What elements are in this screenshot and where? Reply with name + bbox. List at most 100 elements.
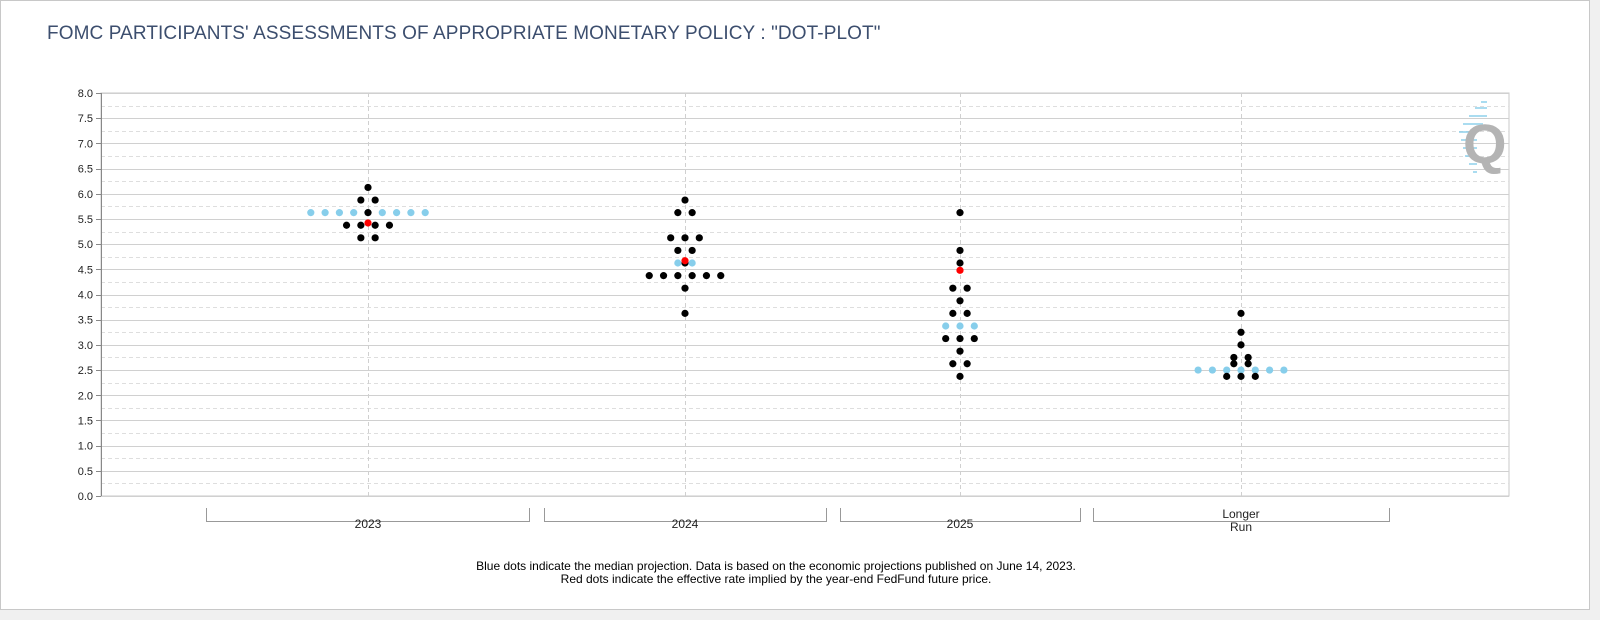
participant-dot bbox=[970, 334, 978, 343]
grid-layer bbox=[100, 92, 1510, 497]
participant-dot bbox=[364, 209, 372, 217]
participant-dot bbox=[956, 259, 964, 267]
participant-dot bbox=[371, 221, 379, 229]
median-dot bbox=[942, 322, 950, 330]
median-dot bbox=[674, 259, 682, 267]
participant-dot bbox=[695, 234, 703, 242]
participant-dot bbox=[1237, 328, 1245, 336]
participant-dot bbox=[688, 272, 696, 280]
participant-dot bbox=[949, 360, 957, 368]
median-dot bbox=[350, 209, 358, 217]
chart-title: FOMC PARTICIPANTS' ASSESSMENTS OF APPROP… bbox=[47, 23, 881, 44]
participant-dot bbox=[1237, 309, 1245, 317]
median-dot bbox=[1251, 366, 1259, 374]
participant-dot bbox=[645, 272, 653, 280]
participant-dot bbox=[1230, 353, 1238, 362]
y-tick-label: 5.0 bbox=[78, 239, 93, 251]
median-dot bbox=[321, 209, 329, 217]
category-bracket bbox=[206, 508, 530, 522]
q-logo-icon: Q bbox=[1459, 101, 1505, 175]
participant-dot bbox=[681, 234, 689, 242]
y-tick-label: 3.0 bbox=[78, 340, 93, 352]
participant-dot bbox=[688, 246, 696, 255]
participant-dot bbox=[956, 372, 964, 380]
participant-dot bbox=[1223, 372, 1231, 380]
participant-dot bbox=[949, 309, 957, 317]
participant-dot bbox=[385, 221, 394, 229]
dots-layer bbox=[307, 183, 1288, 380]
participant-dot bbox=[674, 209, 682, 217]
chart-panel: FOMC PARTICIPANTS' ASSESSMENTS OF APPROP… bbox=[0, 0, 1590, 610]
participant-dot bbox=[357, 221, 365, 229]
participant-dot bbox=[681, 284, 689, 292]
participant-dot bbox=[949, 284, 957, 292]
futures-dot bbox=[364, 219, 372, 227]
participant-dot bbox=[681, 309, 689, 317]
participant-dot bbox=[956, 297, 964, 305]
participant-dot bbox=[371, 234, 379, 242]
y-tick-label: 0.0 bbox=[78, 491, 93, 503]
axis-layer: 0.0 0.5 1.0 1.5 2.0 2.5 3.0 3.5 4.0 4.5 5.0 5.5 6.0 6… bbox=[78, 88, 102, 503]
median-dot bbox=[335, 209, 343, 217]
participant-dot bbox=[1244, 353, 1252, 362]
participant-dot bbox=[667, 234, 675, 242]
y-tick-label: 8.0 bbox=[78, 88, 93, 100]
participant-dot bbox=[942, 334, 950, 343]
participant-dot bbox=[1237, 341, 1245, 349]
y-tick-label: 0.5 bbox=[78, 466, 93, 478]
x-tick-label: Longer bbox=[1222, 507, 1259, 521]
participant-dot bbox=[681, 196, 689, 204]
median-dot bbox=[1266, 366, 1274, 374]
median-dot bbox=[393, 209, 401, 217]
median-dot bbox=[378, 209, 386, 217]
y-tick-label: 7.5 bbox=[78, 113, 93, 125]
y-tick-label: 2.0 bbox=[78, 390, 93, 402]
logo-letter: Q bbox=[1463, 112, 1505, 175]
footnote: Blue dots indicate the median projection… bbox=[1, 560, 1551, 586]
participant-dot bbox=[357, 234, 365, 242]
median-dot bbox=[1237, 366, 1245, 374]
footnote-line-2: Red dots indicate the effective rate imp… bbox=[560, 572, 992, 586]
y-tick-label: 1.5 bbox=[78, 415, 93, 427]
participant-dot bbox=[956, 209, 964, 217]
participant-dot bbox=[963, 284, 971, 292]
y-tick-label: 4.5 bbox=[78, 264, 93, 276]
participant-dot bbox=[702, 272, 711, 280]
category-bracket bbox=[1093, 508, 1390, 522]
futures-dot bbox=[956, 266, 964, 274]
participant-dot bbox=[342, 221, 351, 229]
y-tick-label: 6.5 bbox=[78, 164, 93, 176]
x-tick-label: 2023 bbox=[355, 517, 382, 531]
y-tick-label: 3.5 bbox=[78, 315, 93, 327]
futures-dot bbox=[681, 257, 689, 265]
median-dot bbox=[970, 322, 978, 330]
dot-plot-chart: 0.0 0.5 1.0 1.5 2.0 2.5 3.0 3.5 4.0 4.5 5.0 5.5 6.0 6… bbox=[78, 88, 1510, 534]
participant-dot bbox=[1237, 372, 1245, 380]
y-tick-label: 7.0 bbox=[78, 138, 93, 150]
y-tick-label: 6.0 bbox=[78, 189, 93, 201]
y-tick-label: 2.5 bbox=[78, 365, 93, 377]
x-tick-label: 2024 bbox=[672, 517, 699, 531]
plot-frame bbox=[100, 92, 1510, 497]
median-dot bbox=[1223, 366, 1231, 374]
participant-dot bbox=[956, 347, 964, 355]
median-dot bbox=[688, 259, 696, 267]
participant-dot bbox=[1230, 360, 1238, 368]
median-dot bbox=[956, 322, 964, 330]
participant-dot bbox=[371, 196, 379, 204]
median-dot bbox=[1208, 366, 1216, 374]
participant-dot bbox=[956, 334, 964, 343]
participant-dot bbox=[963, 309, 971, 317]
y-tick-label: 1.0 bbox=[78, 441, 93, 453]
participant-dot bbox=[717, 272, 725, 280]
participant-dot bbox=[357, 196, 365, 204]
participant-dot bbox=[1251, 372, 1259, 380]
participant-dot bbox=[364, 183, 372, 192]
participant-dot bbox=[674, 246, 682, 255]
median-dot bbox=[307, 209, 315, 217]
participant-dot bbox=[1244, 360, 1252, 368]
footnote-line-1: Blue dots indicate the median projection… bbox=[476, 559, 1076, 573]
median-dot bbox=[1280, 366, 1288, 374]
participant-dot bbox=[674, 272, 682, 280]
